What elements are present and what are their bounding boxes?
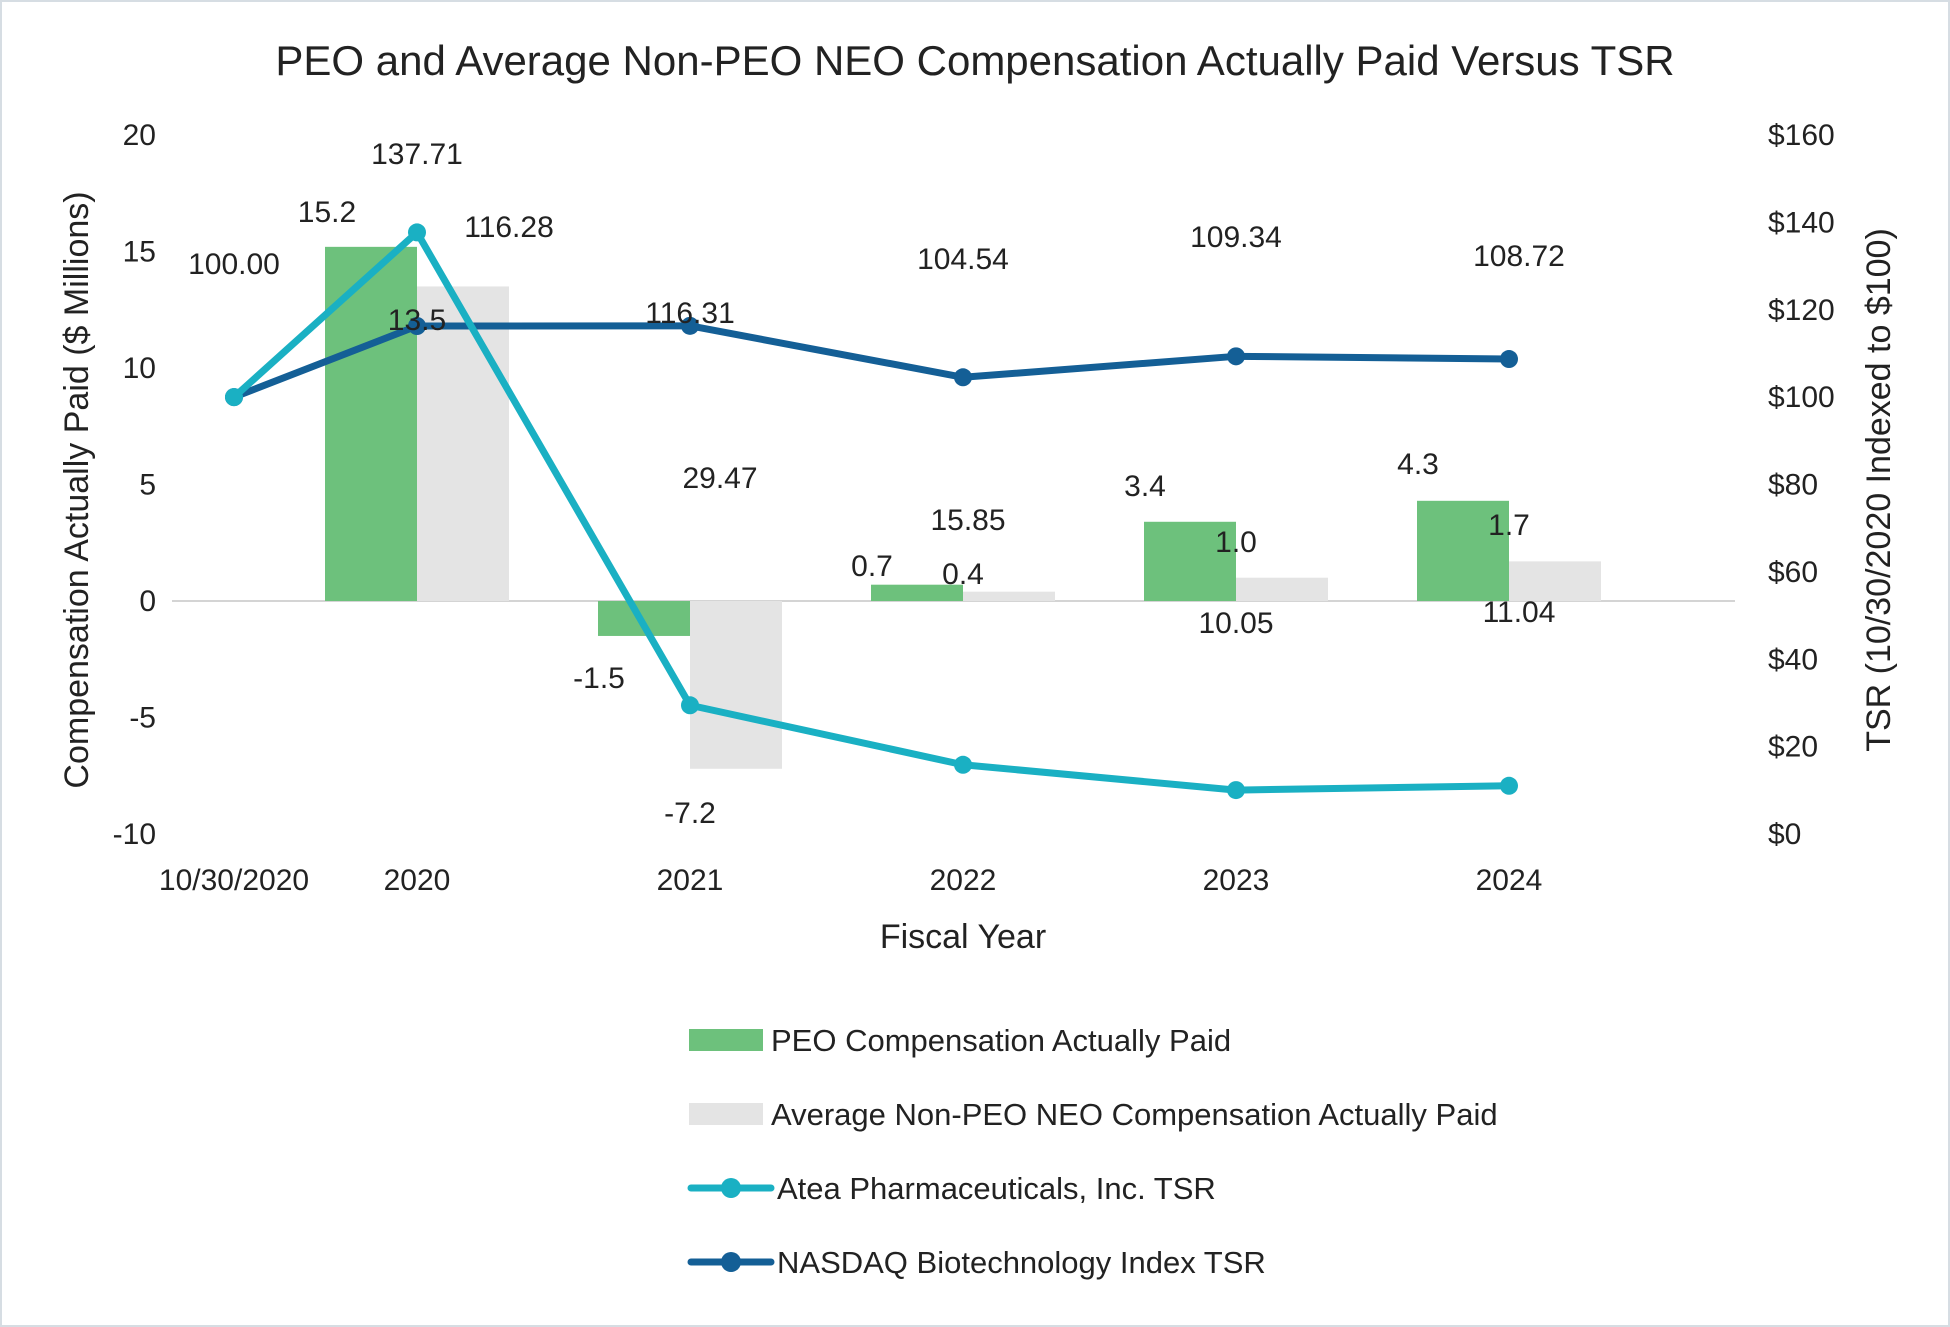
series-point	[954, 755, 972, 774]
bar	[1236, 577, 1328, 601]
y-right-tick-label: $80	[1768, 469, 1818, 502]
line-data-label: 116.31	[645, 297, 735, 330]
series-line	[230, 322, 1513, 401]
y-left-tick-label: -5	[129, 702, 156, 735]
y-left-tick-label: 0	[139, 585, 156, 618]
series-point	[1500, 350, 1518, 369]
line-data-label: 104.54	[917, 243, 1009, 276]
x-tick-label: 2021	[657, 864, 724, 897]
bar-data-label: -7.2	[664, 797, 716, 830]
x-tick-label: 2022	[930, 864, 997, 897]
y-left-tick-label: -10	[113, 818, 156, 851]
y-right-tick-label: $0	[1768, 818, 1801, 851]
y-right-tick-label: $20	[1768, 731, 1818, 764]
bar-data-label: 0.7	[851, 550, 893, 583]
y-right-tick-label: $100	[1768, 381, 1835, 414]
y-axis-left-title: Compensation Actually Paid ($ Millions)	[58, 191, 96, 788]
line-data-label: 100.00	[188, 248, 280, 281]
chart-title: PEO and Average Non-PEO NEO Compensation…	[275, 37, 1674, 84]
y-right-tick-label: $120	[1768, 294, 1835, 327]
series-point	[408, 223, 426, 242]
bar-data-label: 15.2	[298, 196, 356, 229]
line-data-label: 116.28	[464, 211, 554, 244]
line-data-label: 15.85	[930, 504, 1005, 537]
series-point	[681, 696, 699, 715]
lines	[225, 223, 1518, 800]
y-left-tick-label: 20	[123, 119, 156, 152]
bar	[963, 591, 1055, 601]
y-right-tick-label: $140	[1768, 206, 1835, 239]
x-tick-label: 10/30/2020	[159, 864, 309, 897]
legend-marker	[721, 1252, 741, 1272]
bar-data-label: -1.5	[573, 662, 625, 695]
line-data-label: 11.04	[1483, 596, 1556, 629]
bar-data-label: 3.4	[1124, 470, 1166, 503]
bar	[1509, 561, 1601, 601]
x-tick-label: 2020	[384, 864, 451, 897]
y-left-tick-label: 15	[123, 236, 156, 269]
line-data-label: 10.05	[1198, 607, 1273, 640]
y-right-tick-label: $60	[1768, 556, 1818, 589]
line-data-label: 137.71	[371, 138, 463, 171]
data-labels: 15.2 -1.5 0.7 3.4 4.3 13.5 -7.2 0.4 1.0 1.7 137.71…	[188, 138, 1565, 830]
bar-data-label: 0.4	[942, 558, 984, 591]
legend-swatch	[689, 1103, 763, 1125]
y-left-tick-label: 10	[123, 352, 156, 385]
series-point	[1500, 776, 1518, 795]
legend-marker	[721, 1178, 741, 1198]
y-right-tick-label: $40	[1768, 643, 1818, 676]
line-data-label: 108.72	[1473, 240, 1565, 273]
axes: 20 15 10 5 0 -5 -10 $160 $140 $120 $100 $80 $60 $40 $2…	[113, 119, 1835, 897]
bar	[871, 584, 963, 601]
legend: PEO Compensation Actually Paid Average No…	[687, 1023, 1498, 1280]
x-tick-label: 2023	[1203, 864, 1270, 897]
y-axis-right-title: TSR (10/30/2020 Indexed to $100)	[1860, 228, 1898, 752]
legend-label: Average Non-PEO NEO Compensation Actuall…	[771, 1097, 1498, 1132]
series-point	[225, 388, 243, 407]
series-point	[1227, 347, 1245, 366]
bar-data-label: 4.3	[1397, 448, 1439, 481]
bar-data-label: 13.5	[388, 304, 446, 337]
bar-data-label: 1.7	[1488, 509, 1530, 542]
x-tick-label: 2024	[1476, 864, 1543, 897]
bar	[1144, 521, 1236, 601]
line-data-label: 109.34	[1190, 221, 1282, 254]
bar-data-label: 1.0	[1215, 526, 1257, 559]
legend-label: NASDAQ Biotechnology Index TSR	[777, 1245, 1266, 1280]
bar	[1417, 500, 1509, 601]
legend-label: Atea Pharmaceuticals, Inc. TSR	[777, 1171, 1216, 1206]
bar	[417, 286, 509, 601]
legend-label: PEO Compensation Actually Paid	[771, 1023, 1231, 1058]
y-left-tick-label: 5	[139, 469, 156, 502]
legend-swatch	[689, 1029, 763, 1051]
x-axis-title: Fiscal Year	[880, 918, 1046, 956]
series-line	[230, 228, 1513, 794]
bar	[690, 601, 782, 769]
line-data-label: 29.47	[682, 462, 757, 495]
series-point	[681, 316, 699, 335]
series-point	[1227, 781, 1245, 800]
y-right-tick-label: $160	[1768, 119, 1835, 152]
series-point	[408, 317, 426, 336]
series-point	[954, 368, 972, 387]
